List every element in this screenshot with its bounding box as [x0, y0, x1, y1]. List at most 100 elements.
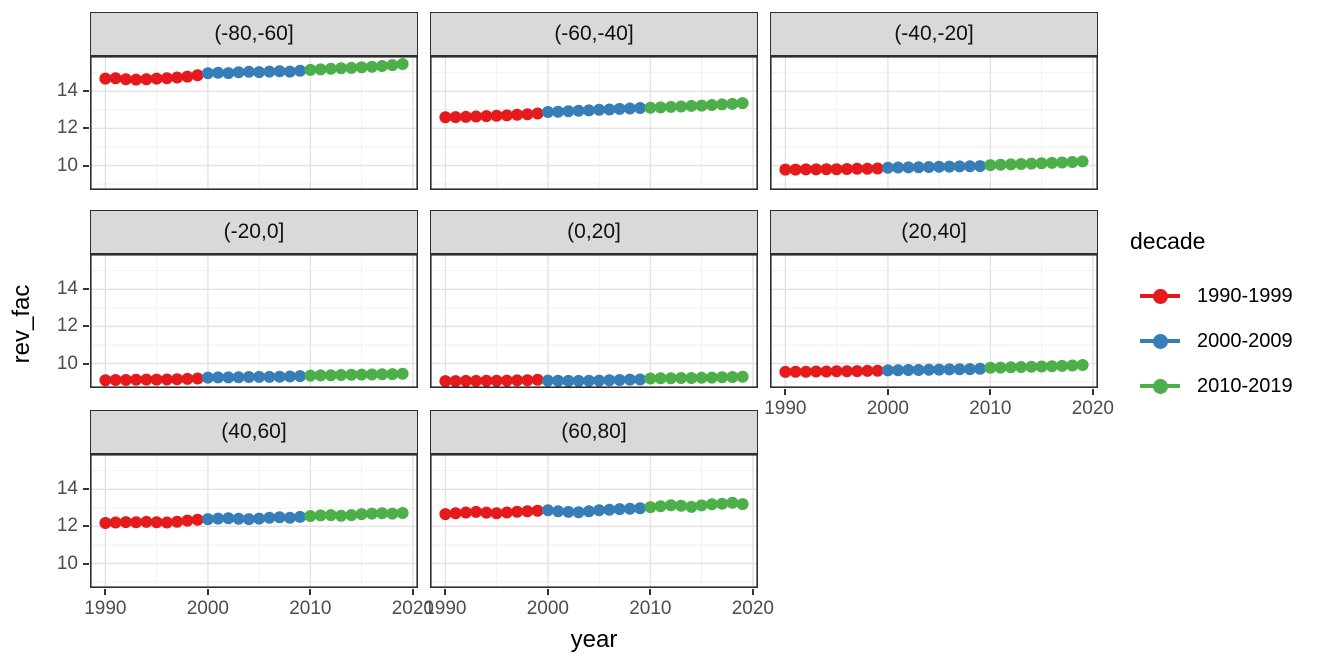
data-point: [511, 108, 524, 121]
data-point: [634, 102, 647, 114]
data-point: [820, 163, 833, 176]
data-point: [963, 363, 976, 376]
data-point: [376, 60, 389, 72]
data-point: [449, 507, 462, 520]
data-point: [99, 374, 112, 387]
y-tick-mark: [83, 90, 89, 93]
data-point: [613, 102, 626, 115]
data-point: [716, 371, 729, 384]
data-point: [500, 109, 513, 122]
data-point: [140, 373, 153, 386]
data-point: [634, 502, 647, 515]
legend-key-icon: [1140, 288, 1180, 304]
x-tick-label: 2000: [186, 598, 230, 619]
data-point: [171, 71, 184, 84]
data-point: [171, 515, 184, 528]
data-point: [984, 361, 997, 374]
data-point: [789, 163, 802, 176]
data-point: [1035, 157, 1048, 170]
data-point: [736, 370, 749, 383]
data-point: [1025, 360, 1038, 373]
data-point: [644, 501, 657, 514]
data-point: [572, 104, 585, 117]
data-point: [335, 62, 348, 75]
data-point: [1066, 156, 1079, 168]
data-point: [675, 100, 688, 113]
data-point: [222, 67, 235, 80]
data-point: [685, 372, 698, 384]
x-tick-mark: [886, 389, 889, 395]
data-point: [953, 363, 966, 376]
data-point: [861, 162, 874, 175]
legend-item-2010-2019: 2010-2019: [1140, 371, 1293, 401]
data-point: [902, 161, 915, 174]
data-point: [490, 374, 503, 387]
y-tick-mark: [83, 525, 89, 528]
data-point: [242, 371, 255, 383]
data-point: [1076, 155, 1089, 168]
data-point: [521, 108, 534, 121]
facet-panel: [770, 56, 1098, 190]
data-point: [212, 66, 225, 79]
data-point: [459, 506, 472, 519]
legend-item-2000-2009: 2000-2009: [1140, 326, 1293, 356]
data-point: [396, 367, 409, 380]
data-point: [912, 364, 925, 376]
data-point: [521, 374, 534, 387]
facet-plot-area: [770, 56, 1098, 190]
data-point: [480, 374, 493, 387]
y-tick-mark: [83, 562, 89, 565]
data-point: [150, 373, 163, 386]
data-point: [623, 102, 636, 115]
data-point: [603, 103, 616, 116]
x-tick-mark: [649, 589, 652, 595]
data-point: [840, 163, 853, 175]
data-point: [283, 370, 296, 383]
data-point: [623, 373, 636, 386]
data-point: [459, 110, 472, 123]
x-tick-mark: [309, 589, 312, 595]
data-point: [439, 111, 452, 124]
facet-plot-area: [430, 454, 758, 588]
data-point: [99, 517, 112, 529]
y-tick-label: 14: [56, 80, 78, 102]
data-point: [881, 161, 894, 174]
data-point: [181, 514, 194, 527]
facet-7: (60,80] 1990 2000 2010 2020: [424, 410, 774, 619]
data-point: [1056, 359, 1069, 372]
data-point: [119, 516, 132, 529]
facet-6: (40,60] 14 12 10 1990 2000 2010 2020: [57, 410, 434, 619]
facet-strip: (-20,0]: [90, 210, 418, 254]
data-point: [283, 511, 296, 524]
y-axis-title: rev_fac: [8, 284, 35, 364]
data-point: [654, 372, 667, 385]
data-point: [892, 364, 905, 377]
data-point: [613, 503, 626, 516]
data-point: [314, 63, 327, 76]
data-point: [376, 368, 389, 381]
legend-key-dot: [1152, 378, 1168, 394]
data-point: [789, 365, 802, 378]
y-tick-mark: [83, 325, 89, 328]
data-point: [365, 60, 378, 73]
data-point: [984, 159, 997, 172]
data-point: [232, 66, 245, 79]
facet-panel: [430, 254, 758, 388]
data-point: [716, 98, 729, 111]
panel-border: [90, 56, 418, 190]
data-point: [705, 371, 718, 384]
data-point: [644, 101, 657, 114]
data-point: [922, 363, 935, 376]
facet-plot-area: [90, 454, 418, 588]
data-point: [304, 369, 317, 382]
data-point: [439, 375, 452, 388]
x-tick-mark: [206, 589, 209, 595]
data-point: [664, 372, 677, 385]
data-point: [613, 374, 626, 386]
data-point: [695, 499, 708, 512]
data-point: [851, 162, 864, 175]
data-point: [109, 72, 122, 85]
x-tick-label: 2000: [526, 598, 570, 619]
y-tick-label: 10: [56, 154, 78, 176]
data-point: [736, 498, 749, 511]
